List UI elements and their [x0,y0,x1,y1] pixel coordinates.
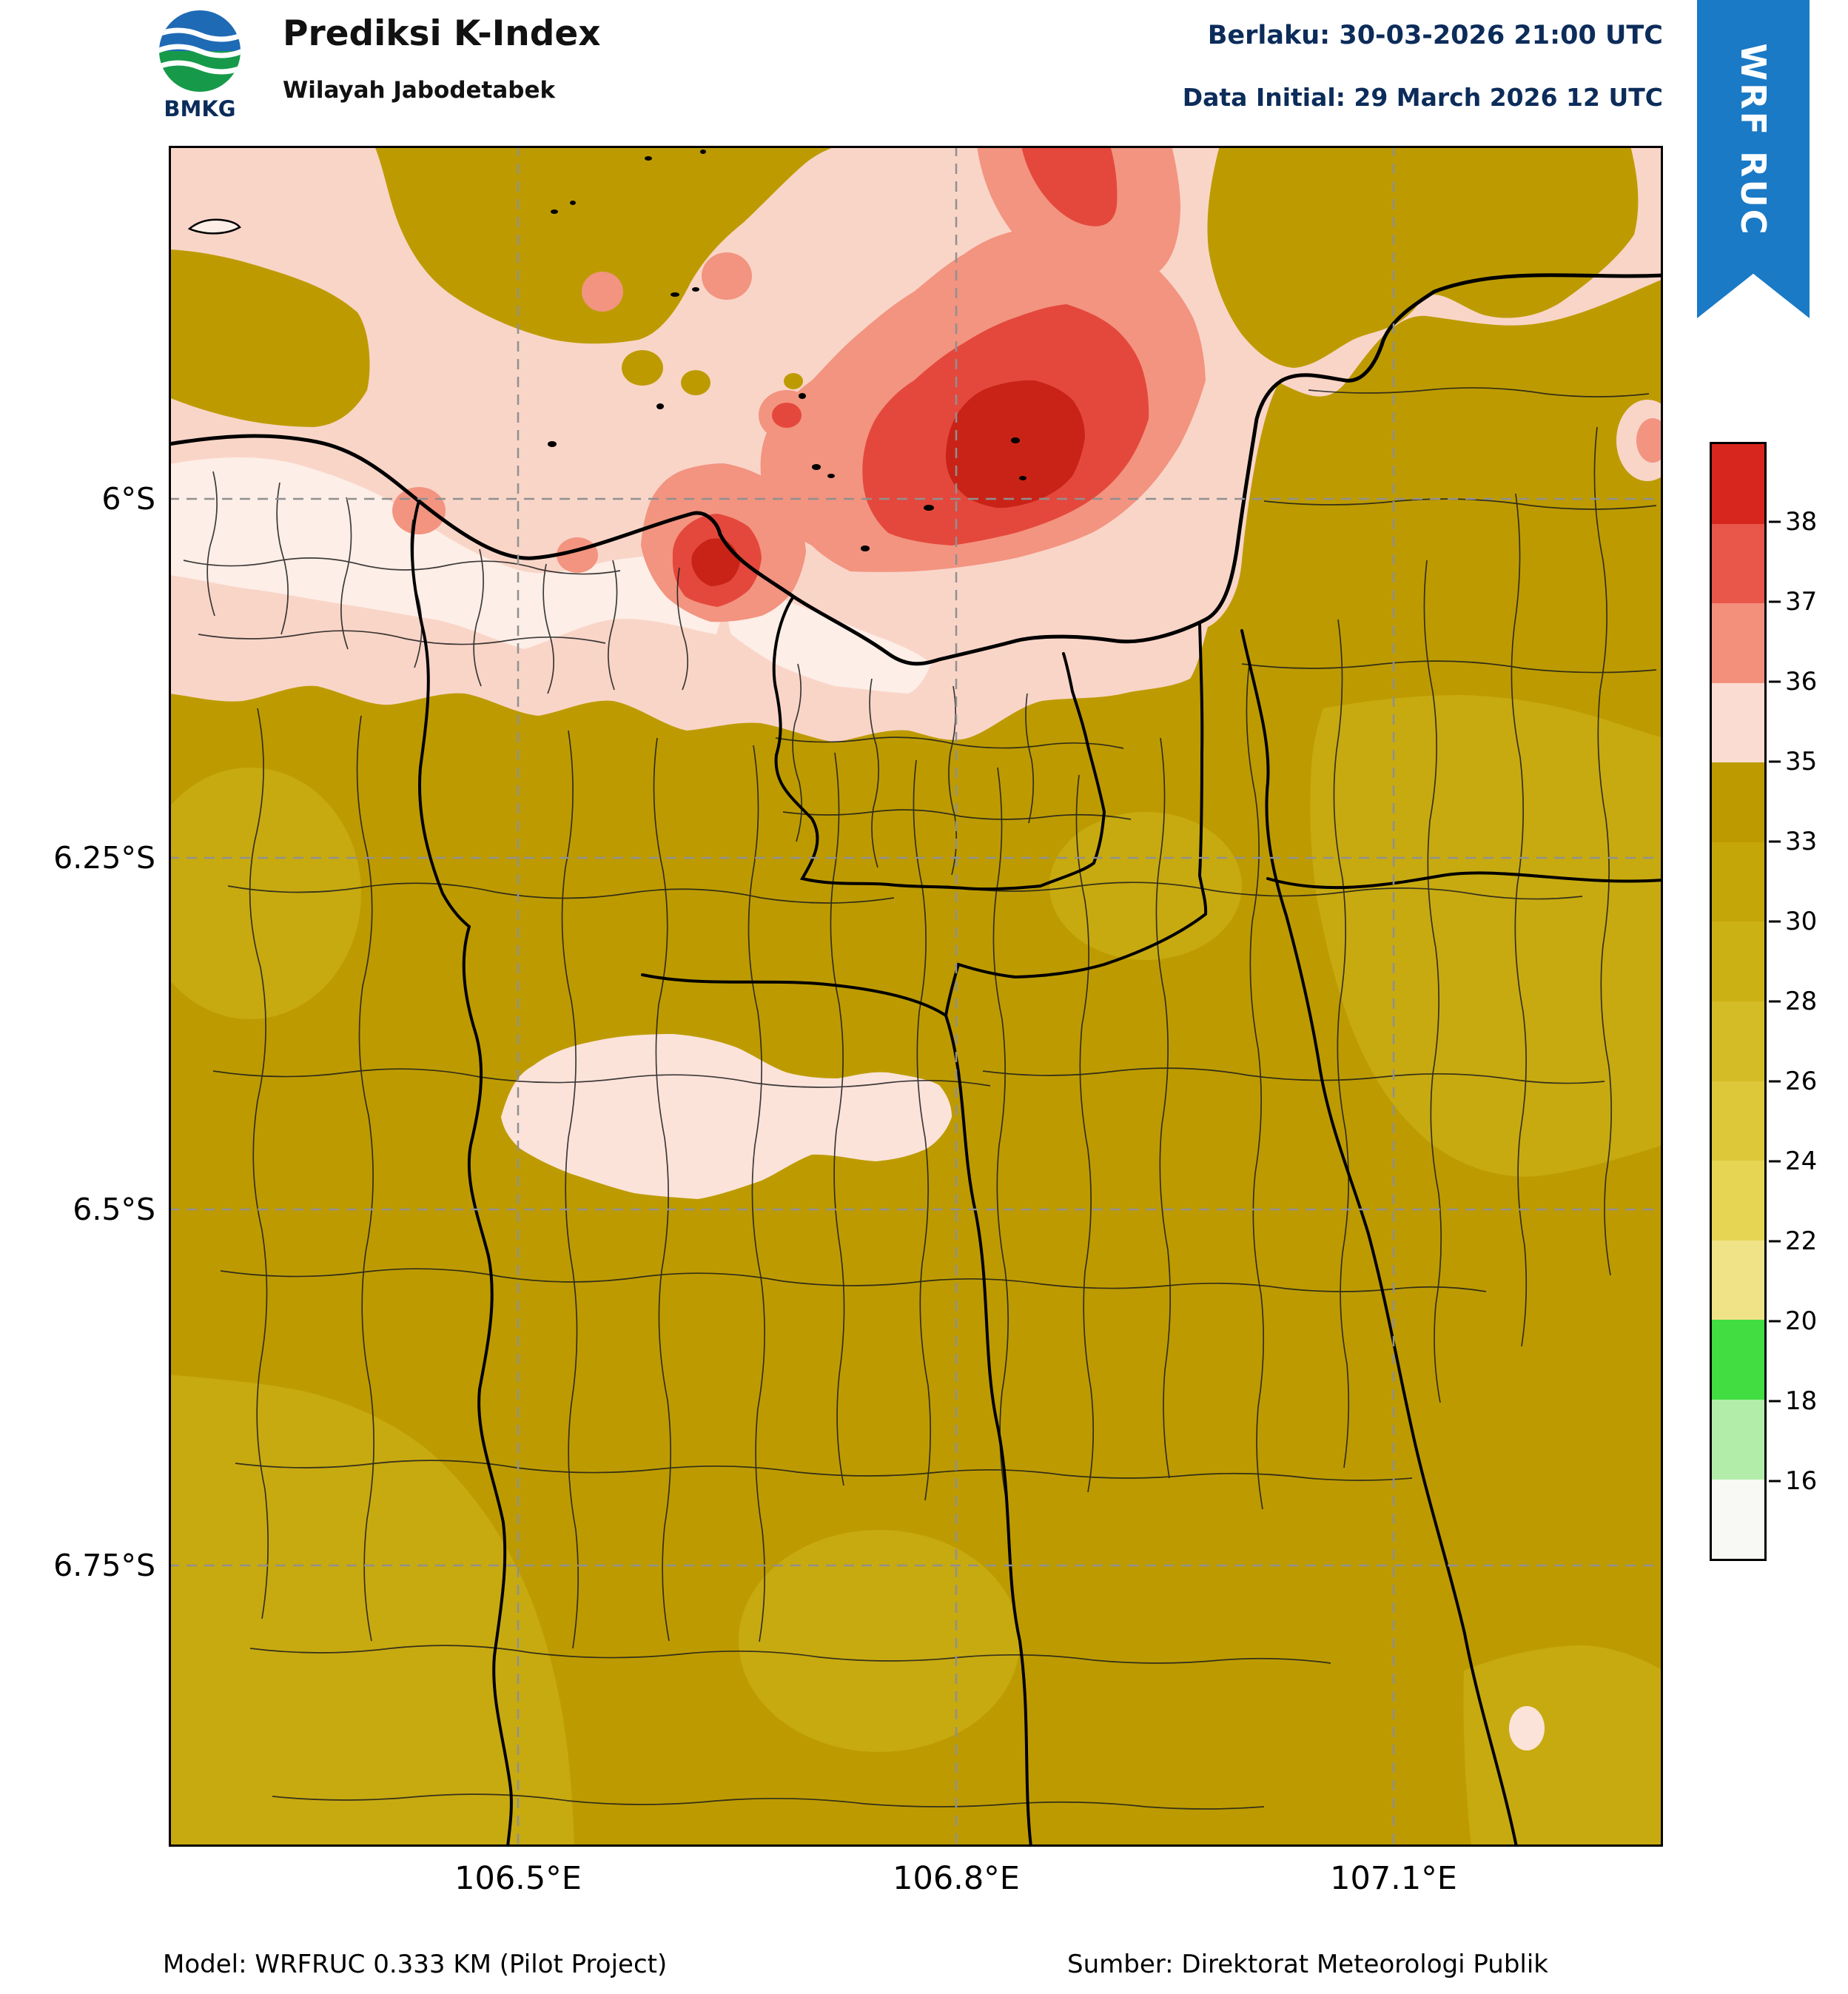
colorbar-tick-mark [1769,1400,1781,1403]
y-tick-6s: 6°S [101,481,155,517]
district-boundaries [183,387,1657,1810]
colorbar: 38 37 36 35 33 30 28 26 24 22 20 18 16 [1710,442,1848,1561]
islands [187,150,1027,551]
colorbar-tick-label: 16 [1785,1466,1818,1496]
colorbar-tick-mark [1769,840,1781,843]
colorbar-segment [1712,1161,1764,1241]
kindex-30-33-patches [169,695,1663,1847]
kindex-warm-cores [392,146,1206,622]
colorbar-tick-mark [1769,1480,1781,1483]
colorbar-tick-mark [1769,760,1781,763]
footer-model-label: Model: WRFRUC 0.333 KM (Pilot Project) [163,1950,668,1979]
map-canvas [169,146,1663,1847]
colorbar-segment [1712,762,1764,842]
initial-time-label: Data Initial: 29 March 2026 12 UTC [1182,83,1663,112]
page-subtitle: Wilayah Jabodetabek [283,77,556,104]
colorbar-segment [1712,444,1764,524]
colorbar-segment [1712,842,1764,922]
colorbar-segment [1712,922,1764,1002]
colorbar-segment [1712,682,1764,763]
colorbar-tick-label: 30 [1785,907,1818,936]
colorbar-segment [1712,1320,1764,1400]
kindex-field [169,146,1663,1847]
valid-time-label: Berlaku: 30-03-2026 21:00 UTC [1207,21,1663,50]
map-panel [169,146,1663,1847]
colorbar-tick-mark [1769,520,1781,523]
footer-source-label: Sumber: Direktorat Meteorologi Publik [1067,1950,1548,1979]
colorbar-tick-mark [1769,1240,1781,1243]
colorbar-tick-mark [1769,1080,1781,1083]
coastline [169,273,1663,666]
x-tick-1065e: 106.5°E [454,1860,582,1897]
colorbar-tick-mark [1769,600,1781,603]
colorbar-segment [1712,1399,1764,1480]
kindex-south-pale-island [501,400,1663,1750]
bmkg-logo-label: BMKG [164,96,236,121]
colorbar-tick-label: 18 [1785,1386,1818,1416]
colorbar-tick-label: 38 [1785,507,1818,537]
colorbar-tick-label: 26 [1785,1067,1818,1096]
colorbar-tick-mark [1769,920,1781,923]
colorbar-segment [1712,523,1764,604]
bmkg-logo: BMKG [148,6,252,121]
graticule [169,146,1663,1847]
model-ribbon-label: WRF RUC [1733,43,1773,237]
kindex-sea-olive-blobs [169,146,1639,427]
colorbar-tick-label: 33 [1785,827,1818,856]
colorbar-tick-label: 20 [1785,1306,1818,1336]
y-tick-625s: 6.25°S [53,840,155,876]
y-tick-675s: 6.75°S [53,1548,155,1583]
page-title: Prediksi K-Index [283,13,601,54]
map-frame [169,146,1663,1847]
colorbar-tick-mark [1769,1160,1781,1163]
colorbar-tick-mark [1769,1000,1781,1003]
y-tick-65s: 6.5°S [73,1192,155,1227]
colorbar-segment [1712,1479,1764,1560]
colorbar-tick-label: 28 [1785,987,1818,1016]
colorbar-segment [1712,1240,1764,1320]
x-tick-1071e: 107.1°E [1330,1860,1457,1897]
bmkg-logo-mark [157,9,242,93]
colorbar-segment [1712,1001,1764,1081]
colorbar-segment [1712,1081,1764,1161]
colorbar-scale [1710,442,1767,1561]
kindex-pale-coastal [169,457,931,694]
colorbar-tick-mark [1769,680,1781,683]
model-ribbon: WRF RUC [1697,0,1810,318]
x-tick-1068e: 106.8°E [893,1860,1020,1897]
colorbar-tick-label: 37 [1785,587,1818,617]
colorbar-tick-label: 22 [1785,1226,1818,1256]
colorbar-segment [1712,603,1764,683]
colorbar-tick-mark [1769,1320,1781,1323]
colorbar-tick-label: 35 [1785,747,1818,776]
regency-boundaries [411,500,1663,1847]
colorbar-tick-label: 36 [1785,667,1818,696]
colorbar-tick-label: 24 [1785,1147,1818,1176]
